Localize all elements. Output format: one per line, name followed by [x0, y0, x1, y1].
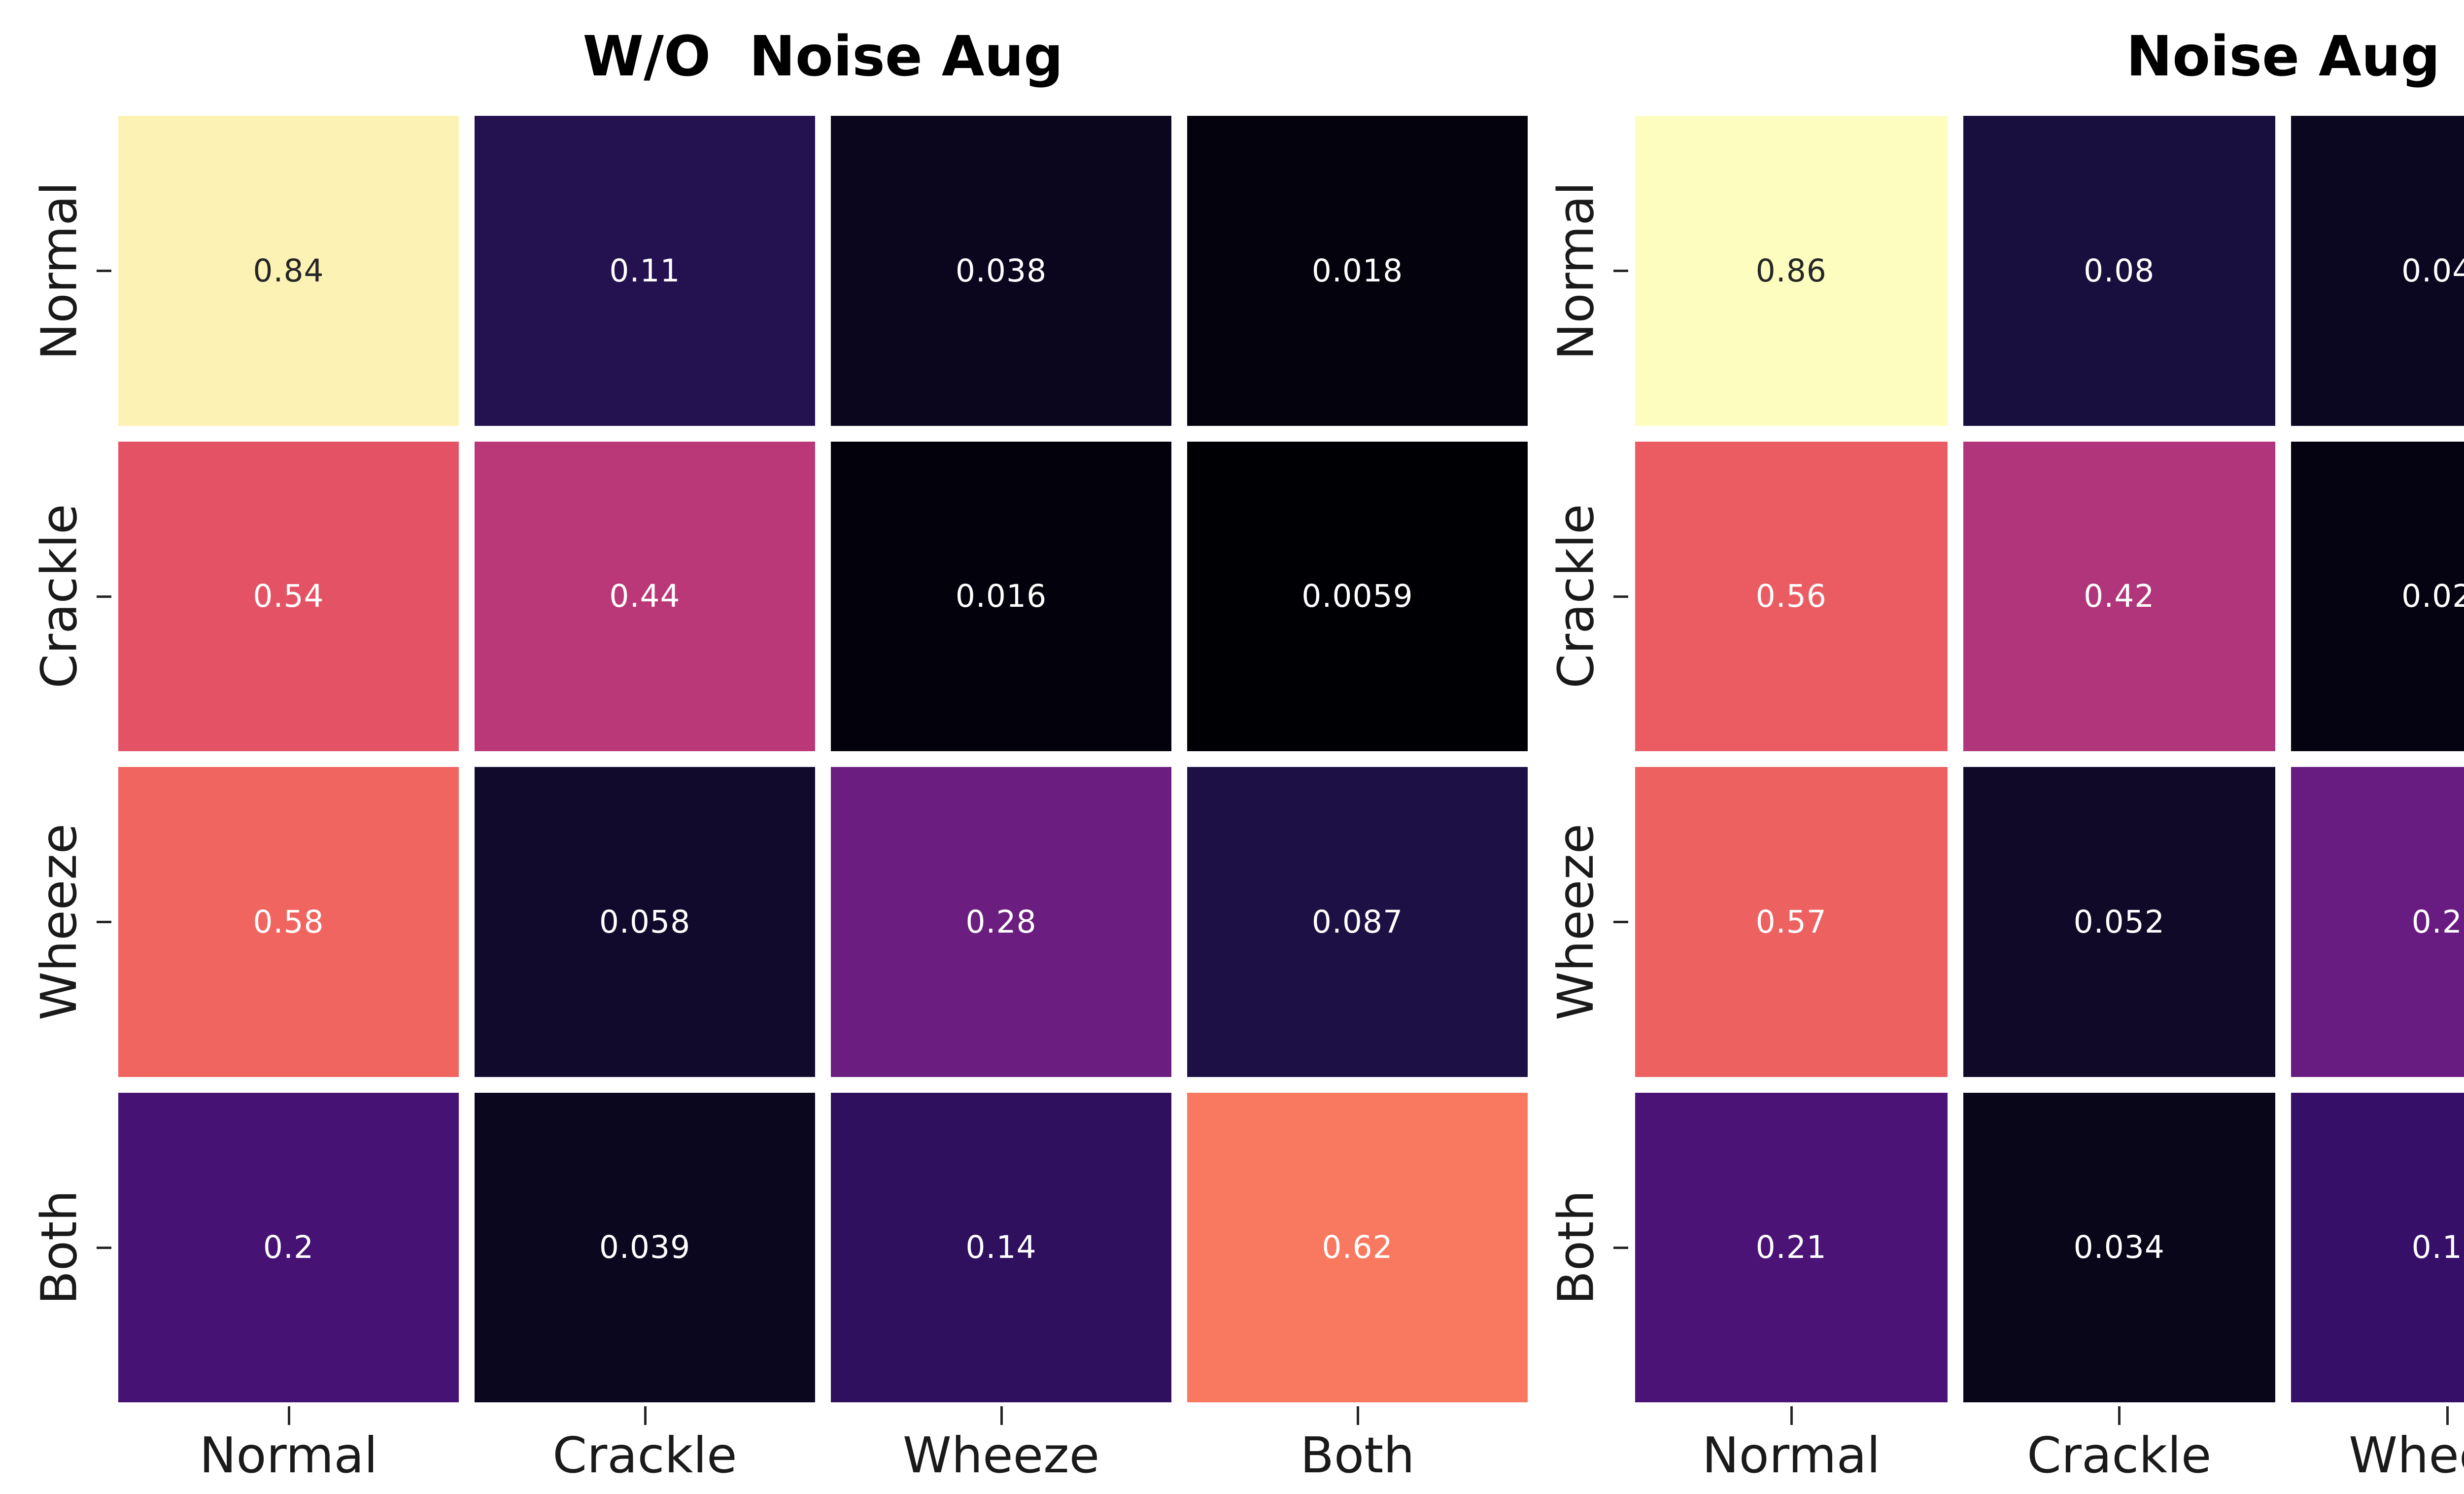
heatmap-cell-crackle-crackle: 0.44: [475, 441, 815, 751]
heatmap-cell-normal-both: 0.018: [1187, 116, 1528, 426]
cell-value: 0.58: [253, 903, 324, 940]
cell-value: 0.62: [1322, 1229, 1393, 1266]
heatmap-cell-crackle-crackle: 0.42: [1963, 441, 2275, 751]
heatmap-cell-crackle-normal: 0.56: [1635, 441, 1948, 751]
x-tick-mark: [644, 1406, 647, 1425]
heatmap-cell-wheeze-wheeze: 0.27: [2291, 767, 2464, 1077]
panel-title-right: Noise Aug: [2126, 25, 2440, 89]
x-axis-label-crackle: Crackle: [552, 1426, 737, 1484]
y-tick-mark: [97, 595, 111, 598]
y-tick-mark: [97, 921, 111, 924]
y-axis-label-text: Normal: [30, 181, 88, 360]
cell-value: 0.11: [609, 252, 681, 289]
cell-value: 0.039: [599, 1229, 691, 1266]
y-axis-label-wheeze: Wheeze: [1546, 767, 1606, 1077]
y-axis-label-text: Crackle: [1547, 504, 1605, 689]
y-tick-mark: [1613, 270, 1628, 273]
heatmap-panel-left: W/O Noise Aug Normal 0.84 0.11 0.038 0.018 Cr…: [31, 25, 1528, 1484]
heatmap-cell-wheeze-crackle: 0.058: [475, 767, 815, 1077]
panel-title-left: W/O Noise Aug: [582, 25, 1063, 89]
x-axis-label-normal: Normal: [1702, 1426, 1881, 1484]
y-tick-mark: [1613, 595, 1628, 598]
heatmap-cell-wheeze-crackle: 0.052: [1963, 767, 2275, 1077]
y-axis-label-crackle: Crackle: [1546, 442, 1606, 752]
y-axis-label-text: Wheeze: [30, 823, 88, 1020]
heatmap-cell-normal-crackle: 0.11: [475, 116, 815, 426]
cell-value: 0.034: [2073, 1229, 2165, 1266]
heatmap-cell-both-normal: 0.2: [118, 1092, 459, 1402]
heatmap-cell-wheeze-normal: 0.58: [118, 767, 459, 1077]
cell-value: 0.44: [609, 578, 681, 615]
y-axis-label-text: Both: [30, 1190, 88, 1305]
cell-value: 0.2: [263, 1229, 314, 1266]
heatmap-cell-wheeze-both: 0.087: [1187, 767, 1528, 1077]
y-axis-label-text: Both: [1547, 1190, 1605, 1305]
cell-value: 0.57: [1755, 903, 1827, 940]
cell-value: 0.54: [253, 578, 324, 615]
cell-value: 0.0059: [1301, 578, 1413, 615]
heatmap-cell-normal-normal: 0.86: [1635, 116, 1948, 426]
heatmap-cell-both-crackle: 0.034: [1963, 1092, 2275, 1402]
cell-value: 0.052: [2073, 903, 2165, 940]
y-axis-label-both: Both: [30, 1093, 89, 1403]
cell-value: 0.042: [2401, 252, 2464, 289]
cell-value: 0.022: [2401, 578, 2464, 615]
heatmap-panel-right: Noise Aug Normal0.860.080.0420.021Crackl…: [1547, 25, 2464, 1484]
x-axis-label-both: Both: [1300, 1426, 1415, 1484]
cell-value: 0.42: [2084, 578, 2155, 615]
y-tick-mark: [97, 1246, 111, 1249]
y-axis-label-text: Wheeze: [1547, 823, 1605, 1020]
x-axis-label-wheeze: Wheeze: [2349, 1426, 2464, 1484]
heatmap-cell-both-wheeze: 0.16: [2291, 1092, 2464, 1402]
cell-value: 0.28: [965, 903, 1037, 940]
cell-value: 0.86: [1755, 252, 1827, 289]
heatmap-cell-both-wheeze: 0.14: [831, 1092, 1171, 1402]
y-axis-label-text: Crackle: [30, 504, 88, 689]
x-axis-label-normal: Normal: [199, 1426, 378, 1484]
x-tick-mark: [1356, 1406, 1359, 1425]
heatmap-cell-normal-wheeze: 0.038: [831, 116, 1171, 426]
y-axis-label-wheeze: Wheeze: [30, 767, 89, 1077]
y-axis-label-normal: Normal: [30, 116, 89, 426]
heatmap-cell-crackle-normal: 0.54: [118, 441, 459, 751]
y-axis-label-both: Both: [1546, 1093, 1606, 1403]
heatmap-cell-normal-wheeze: 0.042: [2291, 116, 2464, 426]
heatmap-cell-both-normal: 0.21: [1635, 1092, 1948, 1402]
heatmap-cell-crackle-both: 0.0059: [1187, 441, 1528, 751]
cell-value: 0.058: [599, 903, 691, 940]
heatmap-cell-both-crackle: 0.039: [475, 1092, 815, 1402]
x-tick-mark: [2118, 1406, 2121, 1425]
x-tick-mark: [1000, 1406, 1003, 1425]
x-axis-label-crackle: Crackle: [2027, 1426, 2212, 1484]
x-tick-mark: [287, 1406, 290, 1425]
cell-value: 0.038: [955, 252, 1047, 289]
heatmap-cell-wheeze-normal: 0.57: [1635, 767, 1948, 1077]
heatmap-cell-crackle-wheeze: 0.016: [831, 441, 1171, 751]
y-tick-mark: [1613, 921, 1628, 924]
y-tick-mark: [1613, 1246, 1628, 1249]
y-tick-mark: [97, 270, 111, 273]
heatmap-cell-normal-crackle: 0.08: [1963, 116, 2275, 426]
cell-value: 0.018: [1311, 252, 1403, 289]
y-axis-label-crackle: Crackle: [30, 442, 89, 752]
x-tick-mark: [2446, 1406, 2449, 1425]
cell-value: 0.27: [2411, 903, 2464, 940]
cell-value: 0.14: [965, 1229, 1037, 1266]
heatmap-cell-normal-normal: 0.84: [118, 116, 459, 426]
cell-value: 0.08: [2084, 252, 2155, 289]
x-tick-mark: [1790, 1406, 1793, 1425]
x-axis-label-wheeze: Wheeze: [902, 1426, 1100, 1484]
cell-value: 0.84: [253, 252, 324, 289]
heatmap-cell-both-both: 0.62: [1187, 1092, 1528, 1402]
cell-value: 0.21: [1755, 1229, 1827, 1266]
cell-value: 0.016: [955, 578, 1047, 615]
heatmap-cell-wheeze-wheeze: 0.28: [831, 767, 1171, 1077]
y-axis-label-text: Normal: [1547, 181, 1605, 360]
heatmap-cell-crackle-wheeze: 0.022: [2291, 441, 2464, 751]
cell-value: 0.56: [1755, 578, 1827, 615]
cell-value: 0.16: [2411, 1229, 2464, 1266]
cell-value: 0.087: [1311, 903, 1403, 940]
y-axis-label-normal: Normal: [1546, 116, 1606, 426]
